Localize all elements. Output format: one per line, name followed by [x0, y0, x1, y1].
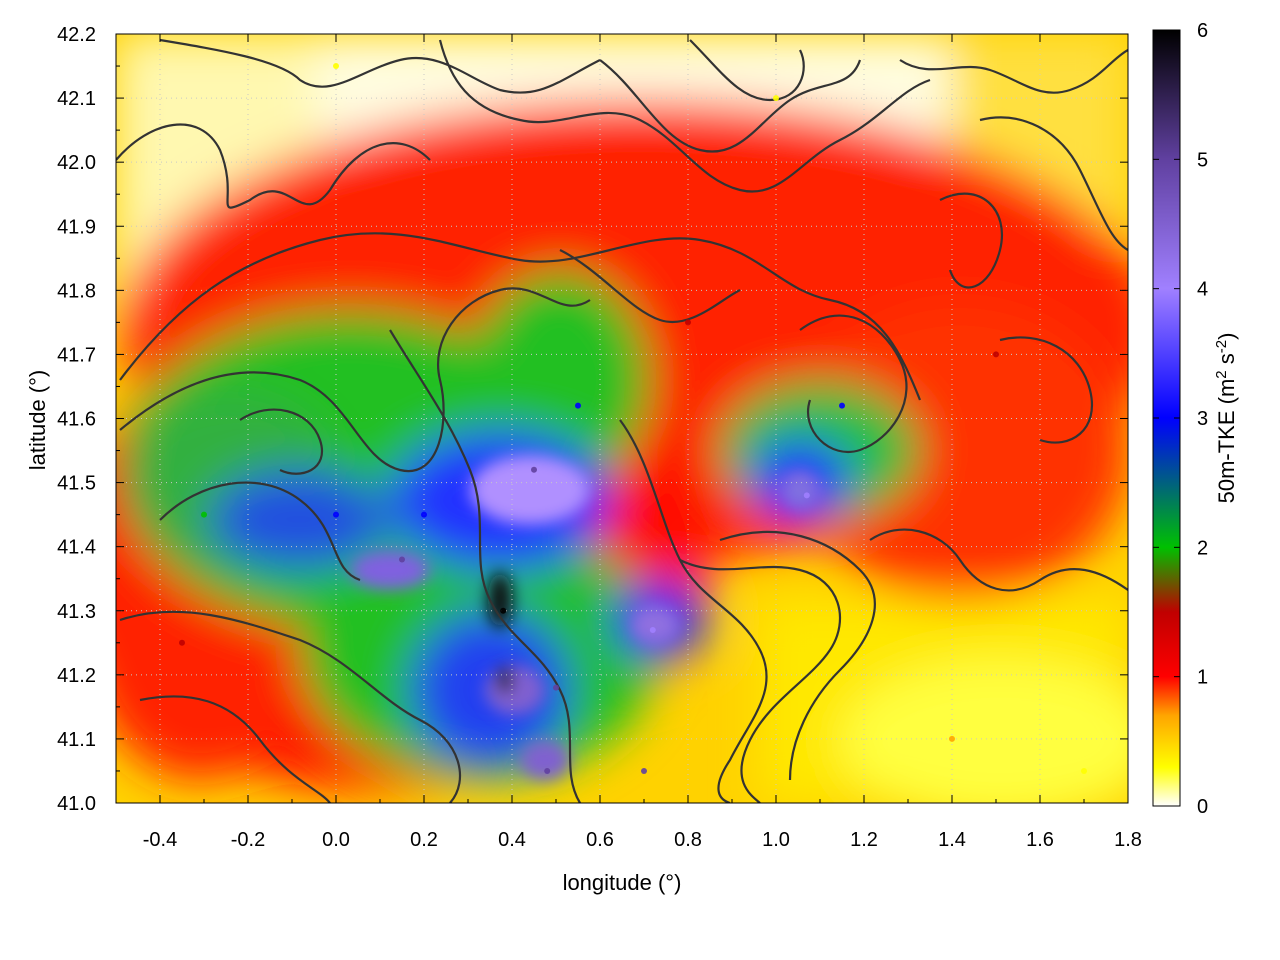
- contour-line: [159, 481, 361, 582]
- x-tick-label: 1.8: [1114, 829, 1142, 851]
- contour-line: [389, 329, 581, 803]
- y-tick-label: 41.8: [57, 280, 96, 302]
- y-tick-label: 42.2: [57, 24, 96, 46]
- tke-feature-point: [201, 511, 207, 518]
- tke-feature-point: [803, 492, 810, 499]
- tke-feature-point: [993, 351, 999, 358]
- tke-feature-point: [685, 319, 691, 326]
- x-tick-label: 1.0: [762, 829, 790, 851]
- colorbar-title-mid: s: [1214, 353, 1239, 370]
- contour-line: [119, 610, 462, 803]
- x-tick-label: 0.0: [322, 829, 350, 851]
- contour-line: [679, 559, 842, 803]
- colorbar-title: 50m-TKE (m2 s-2): [1213, 333, 1240, 504]
- y-tick-label: 41.2: [57, 665, 96, 687]
- colorbar-tick-label: 0: [1197, 796, 1208, 818]
- x-tick-label: 0.4: [498, 829, 526, 851]
- y-axis: 41.0 41.1 41.2 41.3 41.4 41.5 41.6 41.7 41.8 41.9…: [57, 24, 1128, 815]
- y-tick-label: 41.3: [57, 601, 96, 623]
- contour-line: [559, 249, 741, 323]
- tke-feature-point: [399, 556, 405, 563]
- colorbar-tick-label: 4: [1197, 279, 1208, 301]
- tke-feature-point: [333, 63, 339, 70]
- y-tick-label: 41.6: [57, 409, 96, 431]
- tke-feature-point: [421, 511, 427, 518]
- x-tick-label: -0.2: [231, 829, 265, 851]
- tke-feature-point: [575, 402, 581, 409]
- tke-feature-point: [531, 466, 537, 473]
- x-tick-label: 0.2: [410, 829, 438, 851]
- x-tick-label: 1.6: [1026, 829, 1054, 851]
- y-tick-label: 41.1: [57, 729, 96, 751]
- terrain-contours: [116, 38, 1128, 803]
- tke-feature-point: [649, 626, 656, 633]
- contour-line: [799, 314, 908, 453]
- contour-line: [719, 530, 876, 781]
- tke-feature-point: [839, 402, 845, 409]
- contour-line: [979, 116, 1128, 251]
- tke-feature-point: [544, 767, 551, 774]
- contour-line: [139, 695, 331, 803]
- grid-lines: [116, 34, 1128, 803]
- tke-feature-point: [553, 684, 559, 691]
- x-tick-label: 0.6: [586, 829, 614, 851]
- tke-feature-point: [1081, 767, 1087, 774]
- heatmap-field: [116, 34, 1128, 803]
- contour-line: [599, 59, 862, 153]
- x-axis-title: longitude (°): [563, 870, 682, 895]
- colorbar-title-sup2: -2: [1213, 340, 1230, 353]
- contour-line: [869, 528, 1128, 592]
- x-tick-label: 0.8: [674, 829, 702, 851]
- tke-feature-point: [333, 511, 339, 518]
- colorbar-title-end: ): [1214, 333, 1239, 340]
- contour-line: [438, 39, 931, 193]
- x-tick-label: 1.2: [850, 829, 878, 851]
- colorbar-tick-label: 2: [1197, 537, 1208, 559]
- contour-line: [119, 287, 591, 473]
- contour-line: [899, 49, 1128, 94]
- tke-feature-point: [949, 735, 955, 742]
- contour-line: [939, 192, 1003, 289]
- tke-feature-point: [773, 95, 779, 102]
- contour-line: [999, 336, 1093, 444]
- colorbar-tick-label: 5: [1197, 149, 1208, 171]
- tke-feature-point: [641, 767, 647, 774]
- contour-line: [119, 232, 922, 401]
- colorbar-tick-label: 6: [1197, 20, 1208, 42]
- y-tick-label: 42.0: [57, 152, 96, 174]
- colorbar-tick-label: 1: [1197, 667, 1208, 689]
- y-axis-title: latitude (°): [25, 370, 50, 471]
- y-tick-label: 41.4: [57, 537, 96, 559]
- colorbar-tick-label: 3: [1197, 408, 1208, 430]
- tke-feature-points: [179, 63, 1087, 774]
- contour-line: [689, 39, 805, 102]
- contour-line: [619, 419, 768, 803]
- tke-feature-point: [500, 607, 507, 614]
- contour-line: [239, 408, 323, 475]
- x-axis: -0.4 -0.2 0.0 0.2 0.4 0.6 0.8 1.0 1.2 1.4 1.6 1.8: [115, 34, 1142, 851]
- colorbar-title-main: 50m-TKE (m: [1214, 379, 1239, 504]
- x-tick-label: -0.4: [143, 829, 177, 851]
- y-tick-label: 41.0: [57, 793, 96, 815]
- y-tick-label: 41.9: [57, 216, 96, 238]
- x-tick-label: 1.4: [938, 829, 966, 851]
- y-tick-label: 42.1: [57, 88, 96, 110]
- colorbar-title-sup1: 2: [1213, 370, 1230, 378]
- y-tick-label: 41.7: [57, 344, 96, 366]
- y-tick-label: 41.5: [57, 473, 96, 495]
- contour-line: [159, 38, 601, 94]
- contour-line: [116, 123, 431, 209]
- colorbar-axis: 0 1 2 3 4 5 6: [1153, 20, 1208, 818]
- tke-feature-point: [179, 639, 185, 646]
